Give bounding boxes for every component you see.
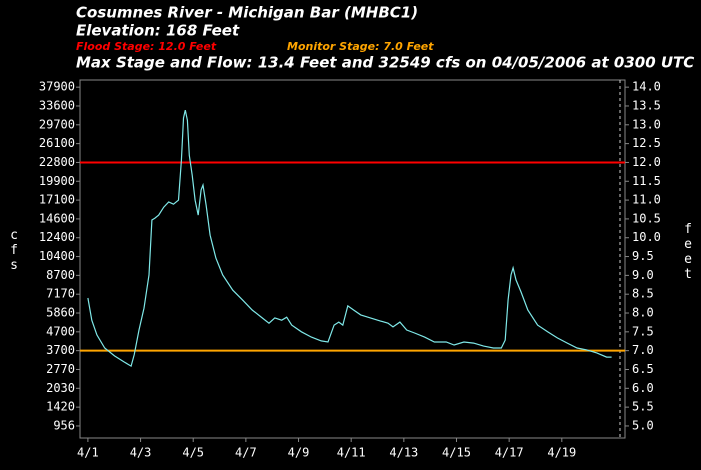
x-tick-label: 4/5 [182,446,204,460]
y2-tick-label: 7170 [46,287,75,301]
y-tick-label: 9.0 [632,268,654,282]
y2-tick-label: 37900 [39,80,75,94]
stage-line [87,109,612,368]
y-tick-label: 11.0 [632,193,661,207]
y2-tick-label: 956 [53,418,75,432]
y-tick-label: 10.5 [632,211,661,225]
y-tick-label: 8.0 [632,306,654,320]
plot-frame [79,79,626,439]
x-tick-label: 4/15 [442,446,471,460]
y-tick-label: 12.0 [632,155,661,169]
y-tick-label: 7.0 [632,343,654,357]
y-tick-label: 6.5 [632,362,654,376]
y2-tick-label: 4700 [46,324,75,338]
y2-tick-label: 29700 [39,117,75,131]
y-tick-label: 5.0 [632,418,654,432]
y2-tick-label: 22800 [39,155,75,169]
x-tick-label: 4/19 [547,446,576,460]
flood-stage-label: Flood Stage: 12.0 Feet [76,40,217,53]
y-tick-label: 8.5 [632,287,654,301]
x-tick-label: 4/3 [130,446,152,460]
y2-tick-label: 10400 [39,249,75,263]
x-tick-label: 4/17 [495,446,524,460]
y2-tick-label: 2770 [46,362,75,376]
y-tick-label: 6.0 [632,381,654,395]
max-note: Max Stage and Flow: 13.4 Feet and 32549 … [76,54,694,72]
y-tick-label: 13.0 [632,117,661,131]
y-tick-label: 11.5 [632,174,661,188]
y2-tick-label: 2030 [46,381,75,395]
y-tick-label: 14.0 [632,80,661,94]
y2-tick-label: 26100 [39,136,75,150]
y-tick-label: 9.5 [632,249,654,263]
y-tick-label: 10.0 [632,230,661,244]
y2-tick-label: 14600 [39,211,75,225]
y-tick-label: 5.5 [632,400,654,414]
y-tick-label: 13.5 [632,98,661,112]
y2-tick-label: 3700 [46,343,75,357]
y2-tick-label: 17100 [39,193,75,207]
y-tick-label: 12.5 [632,136,661,150]
y2-tick-label: 1420 [46,400,75,414]
y-axis-label: feet [681,222,696,282]
y2-tick-label: 8700 [46,268,75,282]
x-tick-label: 4/13 [389,446,418,460]
y2-tick-label: 33600 [39,98,75,112]
y2-axis-label: cfs [7,228,22,273]
x-tick-label: 4/1 [77,446,99,460]
x-tick-label: 4/11 [337,446,366,460]
chart-title: Cosumnes River - Michigan Bar (MHBC1) [76,4,418,22]
x-tick-label: 4/9 [288,446,310,460]
y2-tick-label: 5860 [46,306,75,320]
y-tick-label: 7.5 [632,324,654,338]
chart-subtitle: Elevation: 168 Feet [76,22,240,40]
x-tick-label: 4/7 [235,446,257,460]
y2-tick-label: 12400 [39,230,75,244]
y2-tick-label: 19900 [39,174,75,188]
monitor-stage-label: Monitor Stage: 7.0 Feet [287,40,434,53]
